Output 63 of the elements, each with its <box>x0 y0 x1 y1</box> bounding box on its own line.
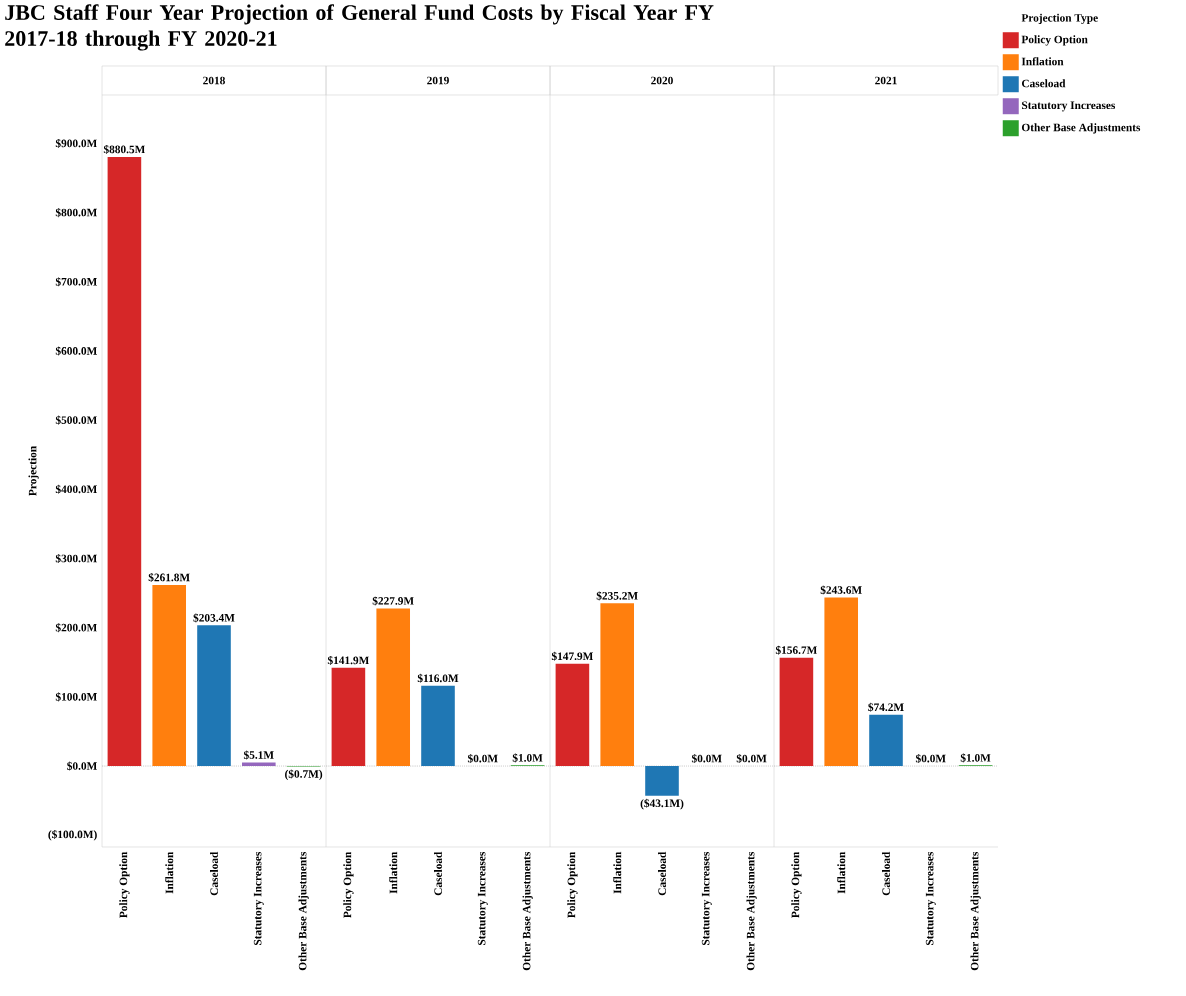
x-tick-label: Statutory Increases <box>925 851 936 945</box>
x-tick-label: Policy Option <box>567 851 578 918</box>
data-label: $0.0M <box>736 754 767 764</box>
legend-label: Policy Option <box>1021 35 1088 46</box>
legend-label: Other Base Adjustments <box>1021 123 1141 134</box>
y-tick-label: $700.0M <box>55 277 97 287</box>
x-tick-label: Caseload <box>658 851 666 896</box>
y-tick-label: $500.0M <box>55 415 97 425</box>
y-tick-label: ($100.0M) <box>48 829 97 841</box>
x-tick-label: Other Base Adjustments <box>522 851 533 971</box>
data-label: $1.0M <box>512 753 543 763</box>
x-tick-label: Statutory Increases <box>253 851 264 945</box>
x-tick-label: Other Base Adjustments <box>746 851 757 971</box>
x-tick-label: Inflation <box>165 851 174 894</box>
x-tick-label: Caseload <box>210 851 218 896</box>
data-label: $203.4M <box>193 613 235 623</box>
x-tick-label: Caseload <box>434 851 442 896</box>
data-label: $1.0M <box>960 753 991 763</box>
y-tick-label: $800.0M <box>55 208 97 218</box>
y-tick-label: $600.0M <box>55 346 97 356</box>
x-tick-label: Other Base Adjustments <box>298 851 309 971</box>
y-axis-title: Projection <box>28 446 39 496</box>
legend-label: Caseload <box>1021 79 1066 88</box>
data-label: $147.9M <box>551 651 594 661</box>
data-label: $0.0M <box>915 754 946 764</box>
data-label: $156.7M <box>775 645 818 655</box>
data-label: $0.0M <box>691 754 722 764</box>
chart-subtitle: 2019 <box>427 76 449 85</box>
x-tick-label: Policy Option <box>119 851 130 918</box>
y-tick-label: $900.0M <box>55 138 97 148</box>
data-label: $235.2M <box>596 591 638 601</box>
chart-title: JBC Staff Four Year Projection of General Fund Costs by Fiscal Year FY 2017-18 through FY 2020-21 <box>5 4 714 51</box>
y-tick-label: $400.0M <box>55 484 97 494</box>
x-tick-label: Policy Option <box>791 851 802 918</box>
data-label: $227.9M <box>372 596 414 606</box>
data-label: $141.9M <box>327 655 370 665</box>
legend-title: Projection Type <box>1021 13 1098 25</box>
chart-subtitle: 2018 <box>203 76 225 85</box>
x-tick-label: Statutory Increases <box>477 851 488 945</box>
data-label: $261.8M <box>148 572 190 582</box>
chart-subtitle: 2020 <box>651 76 673 85</box>
x-tick-label: Inflation <box>837 851 846 894</box>
data-label: $0.0M <box>467 754 498 764</box>
legend-label: Inflation <box>1021 57 1064 66</box>
data-label: $243.6M <box>820 585 862 595</box>
data-label: $74.2M <box>868 702 904 712</box>
data-label: $116.0M <box>417 673 459 683</box>
y-tick-label: $0.0M <box>67 761 97 771</box>
x-tick-label: Caseload <box>882 851 890 896</box>
x-tick-label: Inflation <box>389 851 398 894</box>
data-label: $5.1M <box>243 750 274 760</box>
data-label: $880.5M <box>103 144 146 154</box>
y-tick-label: $100.0M <box>55 692 97 702</box>
y-tick-label: $200.0M <box>55 623 97 633</box>
data-label: ($43.1M) <box>640 798 684 810</box>
x-tick-label: Other Base Adjustments <box>970 851 981 971</box>
data-label: ($0.7M) <box>285 769 323 781</box>
x-tick-label: Inflation <box>613 851 622 894</box>
x-tick-label: Statutory Increases <box>701 851 712 945</box>
y-tick-label: $300.0M <box>55 553 97 564</box>
x-tick-label: Policy Option <box>343 851 354 918</box>
legend-label: Statutory Increases <box>1022 101 1116 112</box>
chart-subtitle: 2021 <box>875 76 897 85</box>
